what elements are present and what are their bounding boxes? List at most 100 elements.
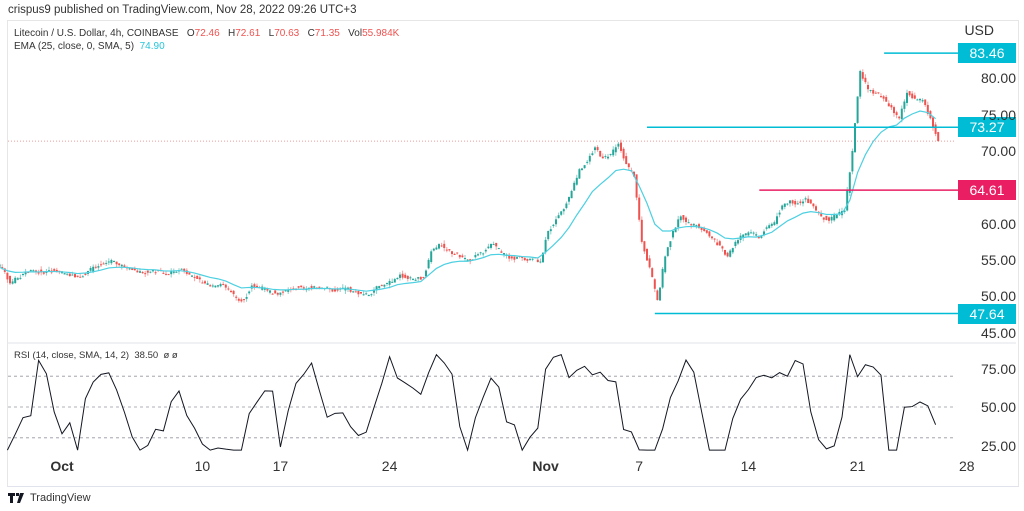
candle-body xyxy=(354,291,357,293)
candle-body xyxy=(921,100,924,102)
candle-body xyxy=(724,249,726,255)
candle-body xyxy=(916,99,919,101)
rsi-tick-label: 25.00 xyxy=(980,437,1016,454)
candle-body xyxy=(588,155,591,162)
candle-body xyxy=(42,272,45,274)
candle-body xyxy=(204,281,206,284)
candle-body xyxy=(300,285,303,288)
candle-body xyxy=(19,277,22,279)
candle-body xyxy=(188,272,191,275)
candle-body xyxy=(773,222,776,225)
candle-body xyxy=(542,252,544,263)
candle-body xyxy=(396,277,399,280)
candle-body xyxy=(170,270,173,275)
candle-body xyxy=(796,203,799,205)
candle-body xyxy=(687,222,690,224)
candle-body xyxy=(466,259,469,261)
volume-value: 55.984K xyxy=(362,28,400,39)
candle-body xyxy=(175,271,178,273)
candle-body xyxy=(40,269,43,273)
candle-body xyxy=(679,216,682,221)
candle-body xyxy=(776,216,778,224)
tradingview-brand[interactable]: TradingView xyxy=(8,492,91,504)
candle-body xyxy=(651,268,654,278)
candle-body xyxy=(391,281,394,283)
candle-body xyxy=(656,290,659,301)
rsi-legend[interactable]: RSI (14, close, SMA, 14, 2) 38.50 ø ø xyxy=(14,350,178,361)
time-axis-label: 10 xyxy=(194,458,211,474)
candle-body xyxy=(430,251,433,263)
candle-body xyxy=(313,286,316,288)
candle-body xyxy=(419,276,422,280)
candle-body xyxy=(55,269,58,272)
candle-body xyxy=(926,104,929,114)
candle-body xyxy=(906,92,908,103)
ema-label: EMA (25, close, 0, SMA, 5) xyxy=(14,41,135,52)
candle-body xyxy=(552,224,555,226)
symbol-name[interactable]: Litecoin / U.S. Dollar, 4h, COINBASE xyxy=(14,28,179,39)
candle-body xyxy=(705,230,708,233)
candle-body xyxy=(253,284,256,288)
candle-body xyxy=(750,232,752,234)
candle-body xyxy=(872,89,875,94)
candle-body xyxy=(326,286,329,288)
candle-body xyxy=(336,288,339,291)
candle-body xyxy=(786,203,789,205)
candle-body xyxy=(209,285,212,287)
candle-body xyxy=(274,290,277,294)
candle-body xyxy=(367,294,370,297)
time-axis-label: 28 xyxy=(959,458,975,474)
candle-body xyxy=(622,148,625,159)
candle-body xyxy=(201,282,204,284)
price-level-tag: 83.46 xyxy=(958,43,1016,64)
candle-body xyxy=(167,274,170,276)
brand-name: TradingView xyxy=(30,492,91,504)
candle-body xyxy=(661,268,664,288)
candle-body xyxy=(521,256,524,259)
candle-body xyxy=(763,231,765,236)
candle-body xyxy=(565,203,568,209)
candle-body xyxy=(643,241,646,252)
candle-body xyxy=(383,284,386,287)
ema-legend[interactable]: EMA (25, close, 0, SMA, 5) 74.90 xyxy=(14,41,165,52)
candle-body xyxy=(492,244,495,246)
candle-body xyxy=(604,156,607,158)
low-label: L xyxy=(268,28,275,39)
candle-body xyxy=(885,97,888,102)
candle-body xyxy=(370,294,373,296)
candle-body xyxy=(271,293,274,295)
candle-body xyxy=(11,281,14,284)
symbol-legend: Litecoin / U.S. Dollar, 4h, COINBASE O72… xyxy=(14,28,399,39)
candle-body xyxy=(412,278,414,280)
candle-body xyxy=(256,285,258,288)
ema-value: 74.90 xyxy=(139,41,165,52)
candle-body xyxy=(474,255,477,258)
candle-body xyxy=(692,223,695,226)
candle-body xyxy=(235,296,238,298)
candle-body xyxy=(708,231,711,237)
price-tick-label: 55.00 xyxy=(980,252,1016,269)
candle-body xyxy=(568,197,570,202)
candle-body xyxy=(92,266,95,272)
candle-body xyxy=(357,291,360,295)
price-tick-label: 75.00 xyxy=(980,106,1016,123)
candle-body xyxy=(513,256,516,260)
candle-body xyxy=(310,286,313,289)
candle-body xyxy=(617,143,620,147)
candle-body xyxy=(107,261,110,263)
candle-body xyxy=(666,247,669,256)
candle-body xyxy=(851,151,854,172)
candle-body xyxy=(859,71,862,97)
candle-body xyxy=(549,229,552,232)
candle-body xyxy=(721,246,724,249)
candle-body xyxy=(581,168,583,171)
candle-body xyxy=(136,270,139,273)
candle-body xyxy=(799,201,802,204)
candle-body xyxy=(68,273,71,277)
candle-body xyxy=(638,197,641,220)
rsi-value: 38.50 xyxy=(134,350,159,361)
rsi-tick-label: 50.00 xyxy=(980,399,1016,415)
candle-body xyxy=(84,273,87,275)
candle-body xyxy=(877,92,880,94)
